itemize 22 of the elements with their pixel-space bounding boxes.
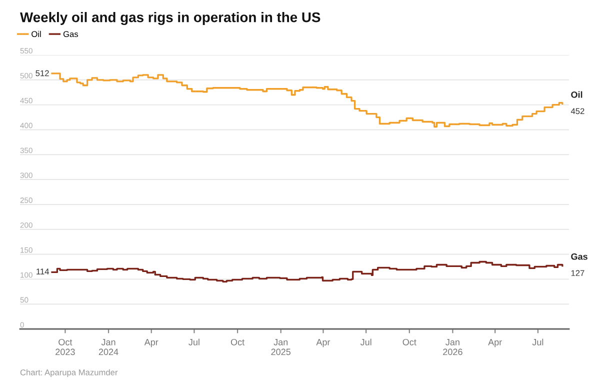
- x-tick-label: Oct 2023: [56, 338, 75, 356]
- x-tick-label: Apr: [488, 339, 502, 348]
- x-tick-label: Jan 2024: [98, 339, 118, 356]
- chart-title: Weekly oil and gas rigs in operation in the US: [20, 12, 320, 26]
- x-tick-label: Apr: [316, 339, 330, 348]
- annotation: 114: [36, 268, 49, 274]
- x-tick-label: Oct: [230, 338, 244, 346]
- x-tick-label: Jul: [188, 338, 200, 346]
- x-tick-label: Jan 2025: [271, 339, 291, 356]
- x-tick-label: Jul: [360, 338, 372, 346]
- legend-label: Gas: [63, 31, 78, 38]
- annotation: 452: [570, 108, 584, 114]
- x-tick-label: Jul: [532, 338, 544, 346]
- x-tick-label: Jan 2026: [443, 339, 462, 356]
- x-tick-label: Apr: [144, 339, 158, 348]
- annotation: 127: [571, 270, 584, 276]
- text: Gas: [571, 253, 588, 260]
- text: Chart: Aparupa Mazumder: [20, 369, 118, 377]
- annotation: 512: [36, 70, 49, 76]
- text: Oil: [571, 91, 582, 98]
- legend-label: Oil: [32, 30, 41, 38]
- x-tick-label: Oct: [402, 338, 416, 346]
